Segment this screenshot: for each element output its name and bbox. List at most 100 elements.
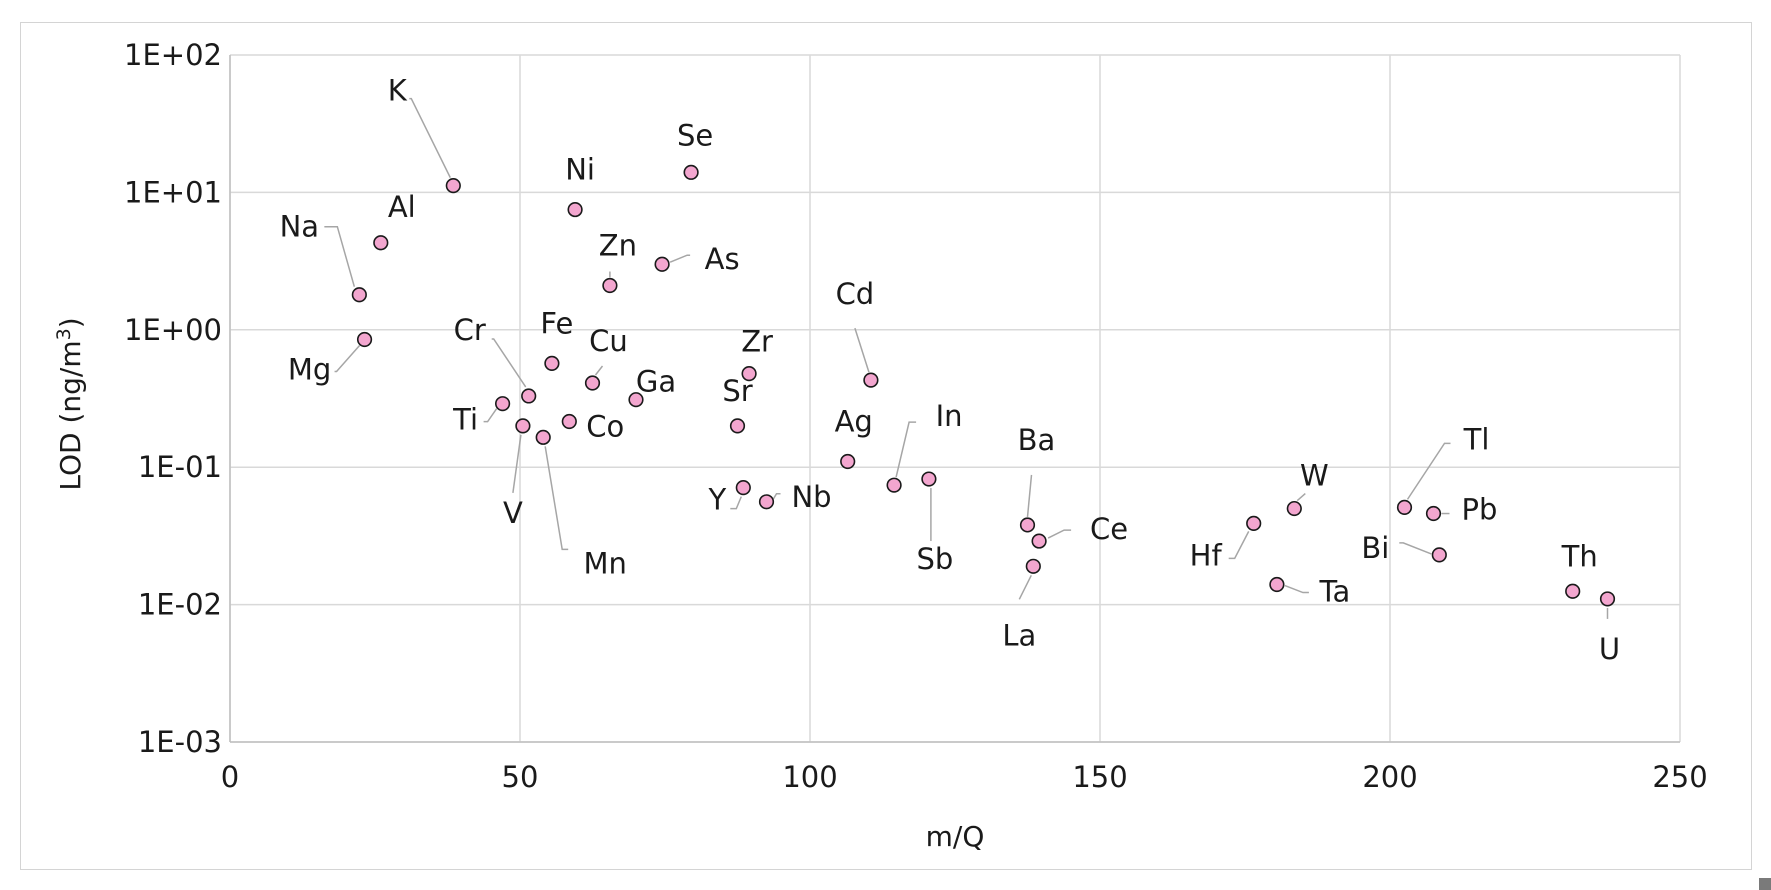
x-tick-label: 50 [502,760,539,794]
point-label-u: U [1599,632,1620,666]
point-u [1599,591,1616,607]
leader-line-na [324,225,356,287]
point-sr [729,418,746,434]
point-ti [495,396,511,412]
point-label-ta: Ta [1319,575,1351,609]
leader-line-ti [483,408,498,423]
point-in [886,477,902,493]
point-label-tl: Tl [1463,422,1490,456]
point-label-na: Na [280,210,319,244]
y-tick-label: 1E+01 [124,175,222,209]
point-ba [1019,517,1036,533]
point-ag [840,453,856,470]
point-th [1565,583,1581,599]
point-se [683,164,699,180]
point-label-bi: Bi [1361,531,1389,565]
point-label-cd: Cd [836,277,875,311]
y-axis-title-end: ) [54,317,87,328]
point-ce [1031,533,1047,549]
point-label-se: Se [677,118,713,152]
leader-line-ta [1284,584,1309,594]
point-mn [535,429,551,445]
point-la [1025,558,1041,574]
point-label-cr: Cr [454,313,486,347]
point-label-la: La [1002,618,1036,652]
leader-line-cr [491,338,527,388]
data-points [351,164,1616,607]
point-al [373,235,389,251]
point-label-cu: Cu [589,324,628,358]
x-tick-label: 150 [1072,760,1127,794]
y-axis-title: LOD (ng/m3) [53,317,87,490]
point-labels: Na Mg Al K Ti V Cr Mn Fe Co Ni Cu Zn Ga As Se Sr Y Zr Nb Ag C… [280,74,1621,666]
grid-lines [229,54,1681,743]
point-label-ce: Ce [1090,512,1128,546]
point-label-th: Th [1561,539,1598,573]
leader-line-hf [1228,531,1250,560]
leader-line-la [1018,574,1032,600]
point-co [561,413,577,430]
y-tick-label: 1E-02 [138,588,222,622]
point-label-y: Y [707,483,726,517]
x-tick-label: 100 [782,760,837,794]
leader-line-nb [772,493,781,500]
leader-line-mg [334,345,361,373]
point-na [351,287,367,303]
point-fe [544,355,560,371]
x-tick-label: 200 [1362,760,1417,794]
point-v [515,418,531,434]
point-k [445,178,461,194]
point-as [654,256,670,272]
y-tick-label: 1E-01 [138,450,222,484]
point-label-al: Al [388,190,416,224]
point-nb [758,494,775,510]
leader-line-cu [594,365,604,376]
y-axis-title-main: LOD (ng/m [54,340,87,490]
point-label-zr: Zr [741,325,773,359]
leader-line-in [895,421,917,478]
point-cr [521,388,537,404]
point-ta [1269,576,1285,593]
point-label-co: Co [586,410,624,444]
y-tick-label: 1E-03 [138,725,222,759]
point-label-w: W [1300,459,1329,493]
leader-line-ba [1026,474,1033,518]
point-label-hf: Hf [1190,538,1223,572]
point-label-zn: Zn [599,229,637,263]
corner-resize-mark [1759,878,1771,890]
point-label-pb: Pb [1462,493,1498,527]
point-label-mg: Mg [288,352,331,386]
point-label-mn: Mn [583,546,626,580]
point-cu [584,375,601,391]
leader-line-w [1296,492,1306,502]
point-label-in: In [936,399,963,433]
point-cd [863,372,879,388]
y-tick-label: 1E+02 [124,38,222,72]
point-label-ti: Ti [452,403,478,437]
point-zr [741,365,757,382]
axes: 0 50 100 150 200 250 1E-03 1E-02 1E-01 1E+00 1E+01… [124,38,1708,794]
point-label-as: As [705,242,740,276]
leader-line-tl [1406,442,1451,500]
point-zn [602,277,618,294]
x-axis-title: m/Q [926,820,985,853]
point-bi [1431,547,1447,563]
point-label-sr: Sr [722,374,752,408]
point-label-ba: Ba [1018,423,1056,457]
point-label-sb: Sb [916,542,953,576]
point-w [1286,500,1302,517]
point-pb [1425,505,1442,522]
leader-line-k [409,97,451,178]
y-tick-label: 1E+00 [124,313,222,347]
point-label-ag: Ag [835,405,873,439]
leader-line-mn [544,446,569,551]
point-sb [921,471,937,487]
point-y [735,480,751,496]
leader-line-v [512,434,522,493]
x-tick-label: 0 [221,760,239,794]
point-label-fe: Fe [540,306,573,340]
point-label-ni: Ni [565,153,595,187]
point-ni [567,201,583,218]
leader-line-cd [854,327,870,373]
